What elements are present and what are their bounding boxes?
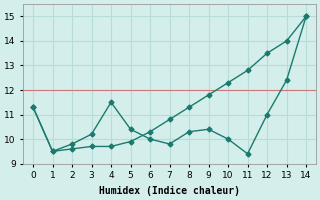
X-axis label: Humidex (Indice chaleur): Humidex (Indice chaleur) [99, 186, 240, 196]
